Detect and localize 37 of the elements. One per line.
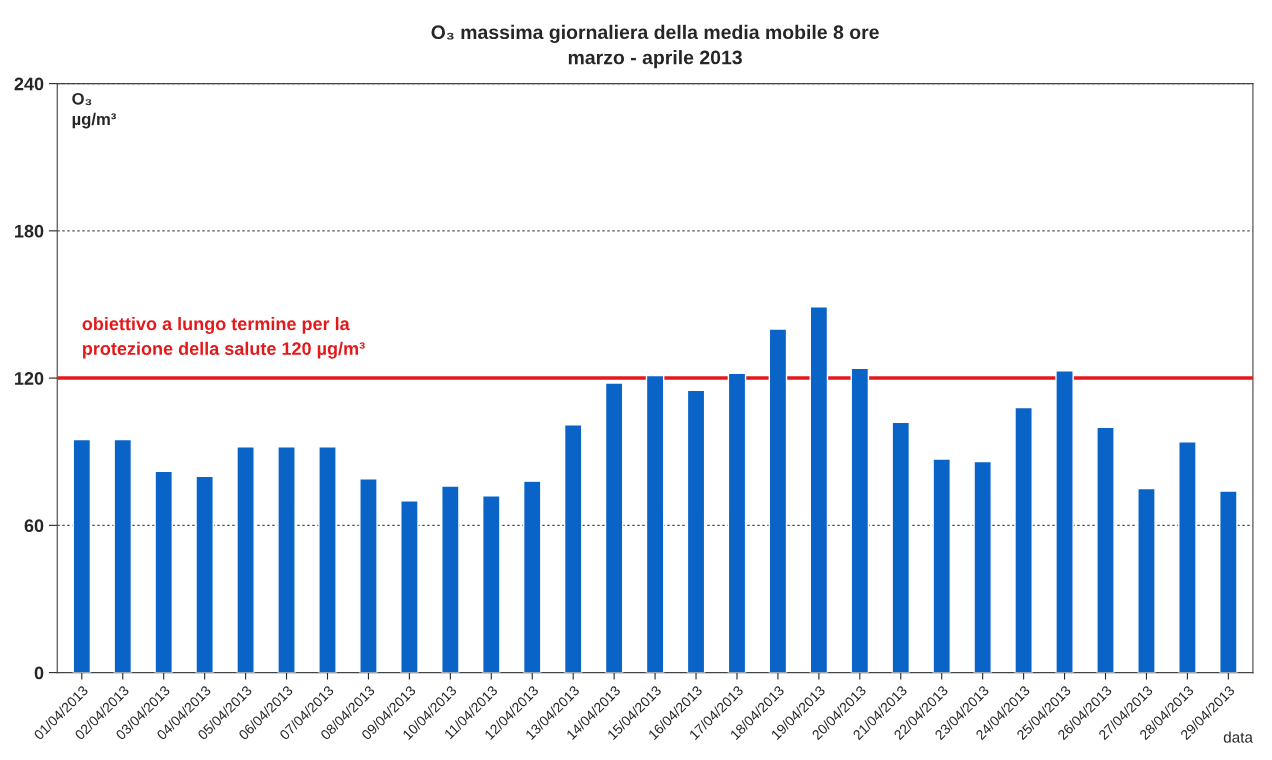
bar	[481, 495, 501, 673]
chart-title: O₃ massima giornaliera della media mobile 8 ore marzo - aprile 2013	[431, 24, 879, 69]
bar	[195, 475, 214, 673]
bar	[563, 424, 583, 673]
bar	[604, 382, 624, 673]
bar	[113, 438, 133, 673]
bar	[1137, 487, 1156, 673]
bar	[891, 421, 911, 673]
ref-line-label: obiettivo a lungo termine per la protezione della salute 120 µg/m³	[82, 316, 365, 359]
bar	[72, 438, 92, 673]
bar	[318, 446, 337, 673]
y-tick-label: 120	[15, 372, 44, 385]
y-axis-title: O₃ µg/m³	[72, 92, 117, 129]
bar	[359, 478, 378, 673]
bar	[686, 389, 706, 673]
bar	[522, 480, 542, 673]
bar	[850, 367, 870, 673]
bar	[645, 374, 665, 673]
y-tick-label: 0	[34, 666, 44, 680]
bar	[1014, 406, 1033, 673]
bar	[809, 306, 829, 673]
bar	[154, 470, 173, 673]
bar	[727, 372, 747, 673]
bar	[400, 500, 419, 673]
bar	[1055, 370, 1074, 673]
bar	[932, 458, 952, 673]
bar	[1178, 441, 1197, 673]
bar	[973, 460, 992, 673]
bar	[768, 328, 788, 673]
bar	[441, 485, 460, 673]
y-tick-label: 60	[24, 519, 44, 533]
bar	[236, 446, 255, 673]
y-tick-label: 240	[14, 77, 44, 91]
bar	[1219, 490, 1238, 673]
y-tick-label: 180	[15, 224, 44, 238]
bar	[277, 446, 296, 673]
bar	[1096, 426, 1115, 673]
